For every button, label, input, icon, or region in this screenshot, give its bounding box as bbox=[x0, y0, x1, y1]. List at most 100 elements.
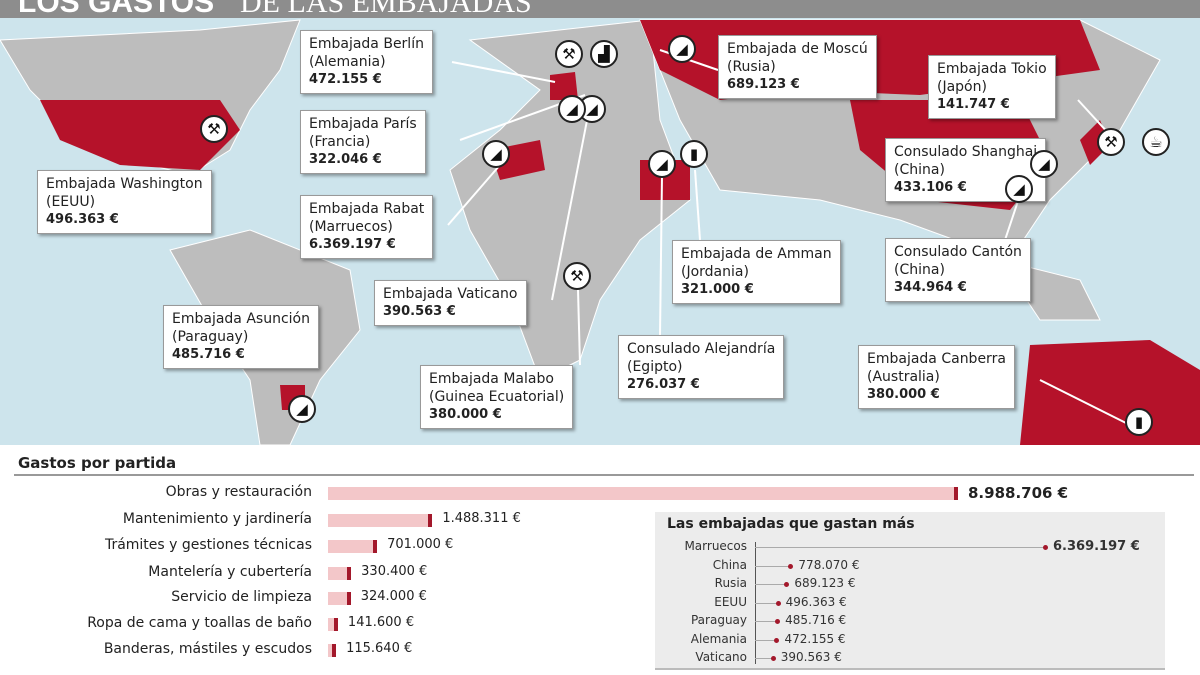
dot-line bbox=[755, 547, 1045, 548]
category-bar bbox=[328, 567, 352, 580]
document-icon: ▮ bbox=[680, 140, 708, 168]
callout-country: (Jordania) bbox=[681, 264, 749, 280]
value-label: 496.363 € bbox=[785, 594, 847, 609]
callout-amount: 344.964 € bbox=[894, 280, 967, 295]
callout-country: (China) bbox=[894, 262, 945, 278]
embassy-callout: Embajada Vaticano 390.563 € bbox=[374, 280, 527, 326]
category-label: Servicio de limpieza bbox=[171, 589, 312, 605]
callout-amount: 390.563 € bbox=[383, 304, 456, 319]
embassy-callout: Consulado Alejandría (Egipto) 276.037 € bbox=[618, 335, 785, 399]
category-label: Banderas, mástiles y escudos bbox=[103, 641, 312, 657]
trowel-icon: ◢ bbox=[288, 395, 316, 423]
callout-amount: 485.716 € bbox=[172, 347, 245, 362]
embassy-callout: Embajada Berlín (Alemania) 472.155 € bbox=[300, 30, 433, 94]
country-label: Vaticano bbox=[695, 650, 747, 664]
embassy-callout: Embajada Malabo (Guinea Ecuatorial) 380.00… bbox=[420, 365, 574, 429]
callout-name: Embajada Tokio bbox=[937, 61, 1047, 77]
country-label: Rusia bbox=[714, 576, 747, 590]
callout-name: Embajada de Moscú bbox=[727, 41, 868, 57]
title-light: DE LAS EMBAJADAS bbox=[240, 0, 532, 18]
dot-line bbox=[755, 639, 777, 641]
top-spending-embassies-panel: Las embajadas que gastan más Marruecos 6.… bbox=[655, 512, 1165, 670]
leader-line bbox=[447, 164, 501, 226]
paint-roller-icon: ▟ bbox=[590, 40, 618, 68]
callout-name: Embajada Berlín bbox=[309, 36, 424, 52]
callout-name: Embajada Washington bbox=[46, 176, 203, 192]
leader-line bbox=[551, 104, 591, 301]
callout-country: (Egipto) bbox=[627, 359, 683, 375]
callout-name: Consulado Cantón bbox=[894, 244, 1022, 260]
value-label: 689.123 € bbox=[794, 576, 856, 590]
callout-amount: 433.106 € bbox=[894, 180, 967, 195]
embassy-callout: Consulado Cantón (China) 344.964 € bbox=[885, 238, 1031, 302]
category-bar bbox=[328, 514, 433, 527]
callout-name: Embajada Asunción bbox=[172, 311, 310, 327]
wrench-icon: ⚒ bbox=[1097, 128, 1125, 156]
embassy-callout: Embajada Asunción (Paraguay) 485.716 € bbox=[163, 305, 319, 369]
germany-highlight bbox=[550, 72, 578, 100]
divider bbox=[14, 474, 1194, 476]
callout-country: (Marruecos) bbox=[309, 219, 393, 235]
callout-name: Embajada Vaticano bbox=[383, 286, 518, 302]
callout-amount: 380.000 € bbox=[867, 387, 940, 402]
usa-highlight bbox=[40, 100, 240, 170]
value-dot bbox=[775, 619, 781, 624]
trowel-icon: ◢ bbox=[1005, 175, 1033, 203]
category-value: 8.988.706 € bbox=[968, 484, 1069, 502]
leader-line bbox=[1039, 379, 1131, 426]
country-label: China bbox=[712, 557, 747, 572]
callout-name: Embajada Rabat bbox=[309, 201, 425, 217]
category-bar bbox=[328, 618, 338, 631]
document-icon: ▮ bbox=[1125, 408, 1153, 436]
category-label: Ropa de cama y toallas de baño bbox=[87, 615, 312, 631]
category-value: 1.488.311 € bbox=[442, 511, 521, 526]
embassy-callout: Embajada París (Francia) 322.046 € bbox=[300, 110, 426, 174]
trowel-icon: ◢ bbox=[668, 35, 696, 63]
value-dot bbox=[775, 600, 781, 606]
category-value: 701.000 € bbox=[387, 537, 454, 552]
panel-title: Las embajadas que gastan más bbox=[667, 516, 915, 532]
callout-amount: 689.123 € bbox=[727, 77, 800, 92]
trowel-icon: ◢ bbox=[1030, 150, 1058, 178]
leader-line bbox=[577, 289, 581, 366]
callout-country: (Australia) bbox=[867, 369, 940, 385]
wrench-icon: ⚒ bbox=[200, 115, 228, 143]
category-label: Obras y restauración bbox=[165, 484, 312, 500]
country-label: Paraguay bbox=[690, 613, 747, 627]
watering-can-icon: ☕ bbox=[1142, 128, 1170, 156]
dot-line bbox=[755, 565, 791, 567]
category-label: Mantenimiento y jardinería bbox=[122, 511, 312, 527]
value-dot bbox=[788, 563, 794, 569]
title-bold: LOS GASTOS bbox=[18, 0, 215, 18]
value-label: 485.716 € bbox=[785, 613, 847, 627]
callout-country: (Japón) bbox=[937, 79, 987, 95]
category-bar bbox=[328, 592, 351, 605]
embassy-callout: Embajada Rabat (Marruecos) 6.369.197 € bbox=[300, 195, 434, 259]
value-dot bbox=[770, 656, 776, 661]
callout-name: Embajada París bbox=[309, 116, 417, 132]
category-bar bbox=[328, 644, 337, 657]
embassy-callout: Embajada Canberra (Australia) 380.000 € bbox=[858, 345, 1015, 409]
callout-amount: 321.000 € bbox=[681, 282, 754, 297]
embassy-callout: Embajada de Moscú (Rusia) 689.123 € bbox=[718, 35, 877, 99]
callout-country: (Francia) bbox=[309, 134, 371, 150]
callout-amount: 496.363 € bbox=[46, 212, 119, 227]
leader-line bbox=[659, 174, 663, 336]
value-label: 6.369.197 € bbox=[1053, 539, 1140, 554]
callout-country: (EEUU) bbox=[46, 194, 96, 210]
trowel-icon: ◢ bbox=[648, 150, 676, 178]
dot-line bbox=[755, 584, 787, 585]
category-bar bbox=[328, 540, 378, 553]
callout-amount: 380.000 € bbox=[429, 407, 502, 422]
trowel-icon: ◢ bbox=[482, 140, 510, 168]
dot-line bbox=[755, 602, 778, 604]
trowel-icon: ◢ bbox=[558, 95, 586, 123]
embassy-callout: Embajada de Amman (Jordania) 321.000 € bbox=[672, 240, 841, 304]
value-dot bbox=[1043, 545, 1048, 550]
callout-name: Consulado Alejandría bbox=[627, 341, 776, 357]
country-label: Alemania bbox=[690, 631, 747, 646]
value-label: 472.155 € bbox=[784, 631, 846, 646]
category-value: 324.000 € bbox=[360, 589, 427, 604]
country-label: EEUU bbox=[714, 594, 747, 609]
country-label: Marruecos bbox=[684, 539, 747, 553]
